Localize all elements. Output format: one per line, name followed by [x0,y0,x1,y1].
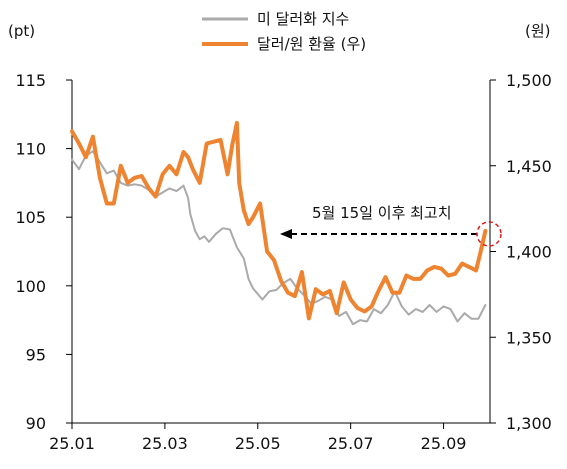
left-tick-label: 115 [15,71,46,90]
right-axis-unit: (원) [525,22,551,40]
left-tick-label: 95 [26,345,46,364]
right-tick-label: 1,500 [506,71,552,90]
series-line-dxy [71,150,487,326]
annotation-arrowhead [280,229,292,239]
x-tick-label: 25.07 [328,434,374,453]
left-axis-unit: (pt) [8,22,35,40]
axes: 115 110 105 100 95 90 1,500 1,450 1,400 1,350 1,30… [15,71,551,453]
left-tick-label: 100 [15,277,46,296]
legend: 미 달러화 지수 달러/원 환율 (우) [202,10,366,53]
peak-annotation: 5월 15일 이후 최고치 [280,204,502,247]
annotation-label: 5월 15일 이후 최고치 [312,204,452,222]
x-tick-label: 25.05 [235,434,281,453]
right-tick-label: 1,350 [506,328,552,347]
x-tick-label: 25.03 [142,434,188,453]
series-lines [70,120,488,326]
left-tick-label: 105 [15,208,46,227]
legend-label-dxy: 미 달러화 지수 [257,10,349,28]
series-line-usdkrw [70,120,488,321]
annotation-circle [476,221,502,247]
right-tick-label: 1,450 [506,157,552,176]
right-tick-label: 1,300 [506,414,552,433]
left-tick-label: 90 [26,414,46,433]
right-tick-label: 1,400 [506,243,552,262]
x-tick-label: 25.01 [49,434,95,453]
x-tick-label: 25.09 [421,434,467,453]
legend-label-usdkrw: 달러/원 환율 (우) [257,35,366,53]
left-tick-label: 110 [15,140,46,159]
